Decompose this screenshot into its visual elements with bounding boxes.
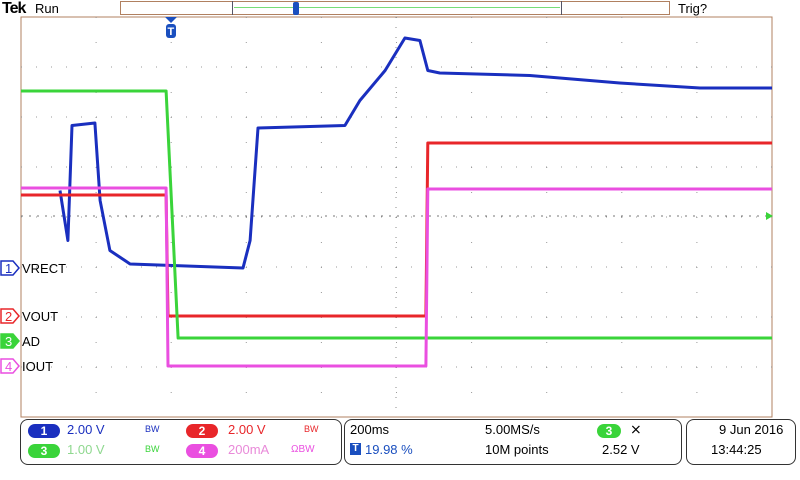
ch4-bw: ΩBW [291,444,315,455]
acquisition-status: Run [35,1,59,16]
ch4-badge[interactable]: 4 [186,444,218,458]
trigger-position: 19.98 % [365,442,413,457]
ch3-marker-number: 3 [5,334,12,349]
trigger-position-marker [165,17,177,23]
horizontal-trigger-panel[interactable]: 200ms T 19.98 % 5.00MS/s 10M points 3 ⨯ … [344,419,682,465]
trigger-position-icon: T [350,443,361,455]
waveform-vrect [58,36,772,270]
trigger-source-badge[interactable]: 3 [597,424,621,438]
ch1-label: VRECT [22,261,67,276]
ch2-scale: 2.00 V [228,422,266,437]
waveform-vout [21,141,772,318]
waveform-display[interactable]: 1 2 3 4 T [0,0,800,420]
ch3-label: AD [22,334,41,349]
ch1-marker-number: 1 [5,261,12,276]
ch2-ground-marker [0,308,20,324]
ch1-scale: 2.00 V [67,422,105,437]
ch2-label: VOUT [22,309,59,324]
date: 9 Jun 2016 [719,422,784,437]
trigger-level-marker [766,212,773,220]
trigger-level: 2.52 V [602,442,640,457]
ch3-bw: BW [145,444,160,454]
record-view-bar[interactable] [120,1,670,15]
brand-logo: Tek [2,0,26,17]
ch4-label: IOUT [22,359,54,374]
record-view-window[interactable] [232,1,562,15]
datetime-panel: 9 Jun 2016 13:44:25 [686,419,796,465]
record-trigger-icon [293,2,299,15]
record-length: 10M points [485,442,549,457]
trigger-t-letter: T [168,26,175,38]
waveform-ad [21,89,772,340]
ch2-badge[interactable]: 2 [186,424,218,438]
timebase-scale: 200ms [350,422,390,437]
ch4-ground-marker [0,358,20,374]
ch3-badge[interactable]: 3 [28,444,60,458]
record-view-line [234,7,560,8]
ch1-badge[interactable]: 1 [28,424,60,438]
sample-rate: 5.00MS/s [485,422,540,437]
ch4-marker-number: 4 [5,359,12,374]
ch3-ground-marker [0,333,20,349]
vertical-settings-panel[interactable]: 1 2.00 V BW 2 2.00 V BW 3 1.00 V BW 4 20… [20,419,342,465]
ch4-scale: 200mA [228,442,270,457]
ch2-marker-number: 2 [5,309,12,324]
ch3-scale: 1.00 V [67,442,105,457]
trigger-status: Trig? [678,1,708,16]
trigger-t-icon [166,24,176,38]
ch2-bw: BW [304,424,319,434]
ch1-bw: BW [145,424,160,434]
ch1-ground-marker [0,260,20,276]
waveform-iout [21,186,772,368]
falling-edge-icon: ⨯ [630,421,642,437]
time: 13:44:25 [711,442,762,457]
